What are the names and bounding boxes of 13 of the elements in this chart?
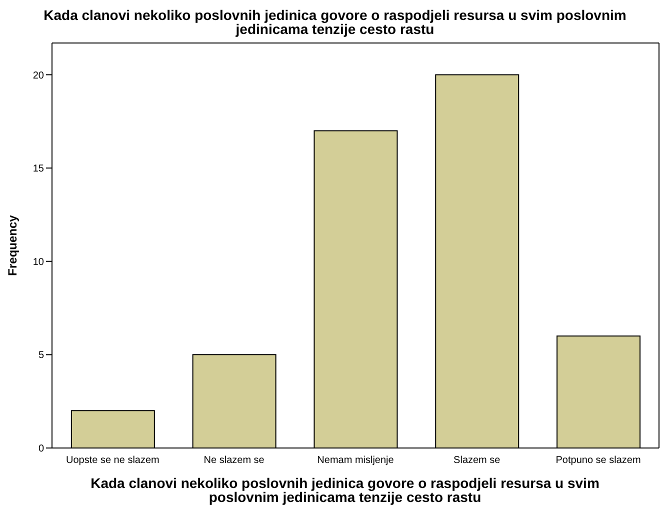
y-tick-label: 0 (38, 444, 44, 455)
x-tick-label: Nemam misljenje (317, 455, 394, 466)
x-tick-label: Uopste se ne slazem (66, 455, 160, 466)
chart-title: Kada clanovi nekoliko poslovnih jedinica govore o raspodjeli resursa u svim poslovnim jedinicama tenzije cesto rastu (42, 7, 628, 39)
x-axis-title: Kada clanovi nekoliko poslovnih jedinica govore o raspodjeli resursa u svim poslovnim jedinicama tenzije cesto rastu (90, 474, 600, 505)
x-tick-label: Ne slazem se (204, 455, 265, 466)
y-tick-label: 20 (32, 70, 44, 82)
x-tick-label: Slazem se (454, 455, 501, 466)
y-tick-label: 5 (38, 350, 44, 362)
x-tick-label: Potpuno se slazem (556, 455, 641, 466)
y-tick-label: 15 (32, 164, 44, 175)
y-axis-title: Frequency (5, 214, 20, 276)
y-tick-label: 10 (32, 256, 44, 268)
